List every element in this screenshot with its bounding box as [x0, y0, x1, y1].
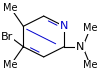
- Text: Me: Me: [83, 24, 98, 33]
- Text: N: N: [60, 21, 68, 31]
- Text: Me: Me: [3, 3, 18, 13]
- Text: Me: Me: [3, 60, 18, 70]
- Text: N: N: [76, 42, 84, 52]
- Text: Br: Br: [1, 32, 13, 41]
- Text: Me: Me: [83, 60, 98, 70]
